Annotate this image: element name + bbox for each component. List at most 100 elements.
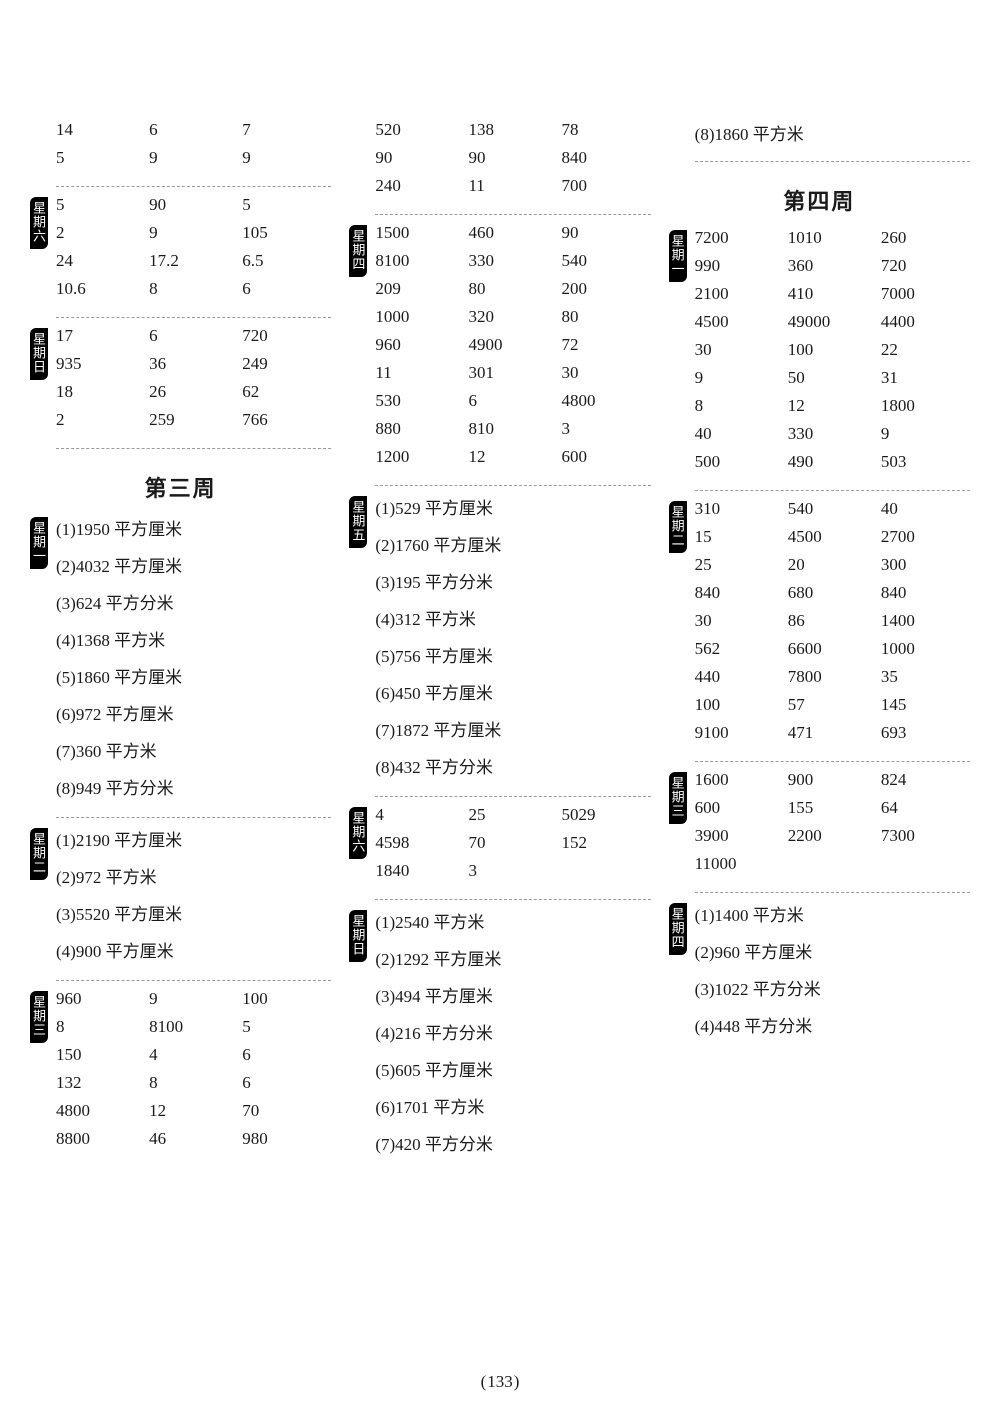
cell: 300 xyxy=(881,555,970,575)
answer-item: (2)960 平方厘米 xyxy=(695,938,970,963)
cell: 90 xyxy=(375,148,464,168)
answer-list: (1)1400 平方米(2)960 平方厘米(3)1022 平方分米(4)448… xyxy=(695,901,970,1037)
cell: 1000 xyxy=(375,307,464,327)
cell: 330 xyxy=(788,424,877,444)
number-grid: 3105404015450027002520300840680840308614… xyxy=(695,499,970,743)
cell: 25 xyxy=(468,805,557,825)
cell: 7300 xyxy=(881,826,970,846)
cell: 8100 xyxy=(375,251,464,271)
answer-item: (2)972 平方米 xyxy=(56,863,331,888)
divider xyxy=(375,485,650,486)
answer-item: (4)312 平方米 xyxy=(375,605,650,630)
number-grid: 176720935362491826622259766 xyxy=(56,326,331,430)
cell: 935 xyxy=(56,354,145,374)
cell: 460 xyxy=(468,223,557,243)
answer-item: (5)756 平方厘米 xyxy=(375,642,650,667)
cell: 10.6 xyxy=(56,279,145,299)
cell: 7200 xyxy=(695,228,784,248)
cell: 6 xyxy=(149,326,238,346)
cell: 520 xyxy=(375,120,464,140)
cell: 960 xyxy=(56,989,145,1009)
cell: 80 xyxy=(562,307,651,327)
answer-item: (1)1400 平方米 xyxy=(695,901,970,926)
divider xyxy=(695,161,970,162)
answer-item: (6)1701 平方米 xyxy=(375,1093,650,1118)
day-tab-tue: 星期二 xyxy=(30,828,48,880)
answer-item: (2)1760 平方厘米 xyxy=(375,531,650,556)
c2-sat: 星期六 425502945987015218403 xyxy=(349,805,650,881)
answer-item: (5)605 平方厘米 xyxy=(375,1056,650,1081)
cell: 80 xyxy=(468,279,557,299)
heading-week3: 第三周 xyxy=(30,471,331,503)
c3-mon: 星期一 720010102609903607202100410700045004… xyxy=(669,228,970,472)
answer-item: (7)360 平方米 xyxy=(56,737,331,762)
cell: 680 xyxy=(788,583,877,603)
cell: 301 xyxy=(468,363,557,383)
cell: 132 xyxy=(56,1073,145,1093)
c1-sat: 星期六 5905291052417.26.510.686 xyxy=(30,195,331,299)
answer-item: (1)2540 平方米 xyxy=(375,908,650,933)
cell: 9 xyxy=(881,424,970,444)
day-tab-wed: 星期三 xyxy=(30,991,48,1043)
cell: 11 xyxy=(468,176,557,196)
number-grid: 425502945987015218403 xyxy=(375,805,650,881)
cell: 5029 xyxy=(562,805,651,825)
answer-item: (3)494 平方厘米 xyxy=(375,982,650,1007)
number-grid: 16009008246001556439002200730011000 xyxy=(695,770,970,874)
cell: 7000 xyxy=(881,284,970,304)
c2-top: 52013878909084024011700 xyxy=(349,120,650,196)
cell: 4 xyxy=(375,805,464,825)
cell: 600 xyxy=(562,447,651,467)
answer-item: (1)1950 平方厘米 xyxy=(56,515,331,540)
cell: 30 xyxy=(695,340,784,360)
cell: 2700 xyxy=(881,527,970,547)
heading-week4: 第四周 xyxy=(669,184,970,216)
cell: 1000 xyxy=(881,639,970,659)
cell: 22 xyxy=(881,340,970,360)
cell: 14 xyxy=(56,120,145,140)
cell: 540 xyxy=(562,251,651,271)
day-tab-wed: 星期三 xyxy=(669,772,687,824)
cell: 2200 xyxy=(788,826,877,846)
answer-item: (6)450 平方厘米 xyxy=(375,679,650,704)
cell: 1400 xyxy=(881,611,970,631)
cell: 138 xyxy=(468,120,557,140)
answer-list: (1)1950 平方厘米(2)4032 平方厘米(3)624 平方分米(4)13… xyxy=(56,515,331,799)
divider xyxy=(695,490,970,491)
number-grid: 9609100881005150461328648001270880046980 xyxy=(56,989,331,1149)
cell: 40 xyxy=(881,499,970,519)
cell: 150 xyxy=(56,1045,145,1065)
cell: 20 xyxy=(788,555,877,575)
cell: 6 xyxy=(468,391,557,411)
cell: 980 xyxy=(242,1129,331,1149)
divider xyxy=(56,186,331,187)
cell: 24 xyxy=(56,251,145,271)
cell: 240 xyxy=(375,176,464,196)
cell: 90 xyxy=(149,195,238,215)
answer-item: (3)1022 平方分米 xyxy=(695,975,970,1000)
cell: 960 xyxy=(375,335,464,355)
cell: 490 xyxy=(788,452,877,472)
cell: 5 xyxy=(56,195,145,215)
cell: 30 xyxy=(695,611,784,631)
cell: 12 xyxy=(149,1101,238,1121)
cell: 4500 xyxy=(788,527,877,547)
day-tab-sat: 星期六 xyxy=(349,807,367,859)
cell: 4500 xyxy=(695,312,784,332)
answer-item: (4)216 平方分米 xyxy=(375,1019,650,1044)
cell: 9 xyxy=(149,148,238,168)
cell: 530 xyxy=(375,391,464,411)
answer-item: (2)1292 平方厘米 xyxy=(375,945,650,970)
cell xyxy=(881,854,970,874)
day-tab-mon: 星期一 xyxy=(30,517,48,569)
cell: 360 xyxy=(788,256,877,276)
cell: 766 xyxy=(242,410,331,430)
cell: 49000 xyxy=(788,312,877,332)
cell: 50 xyxy=(788,368,877,388)
cell: 78 xyxy=(562,120,651,140)
cell: 540 xyxy=(788,499,877,519)
day-tab-sun: 星期日 xyxy=(349,910,367,962)
cell: 90 xyxy=(468,148,557,168)
c3-thu: 星期四 (1)1400 平方米(2)960 平方厘米(3)1022 平方分米(4… xyxy=(669,901,970,1037)
number-grid: 1467599 xyxy=(56,120,331,168)
